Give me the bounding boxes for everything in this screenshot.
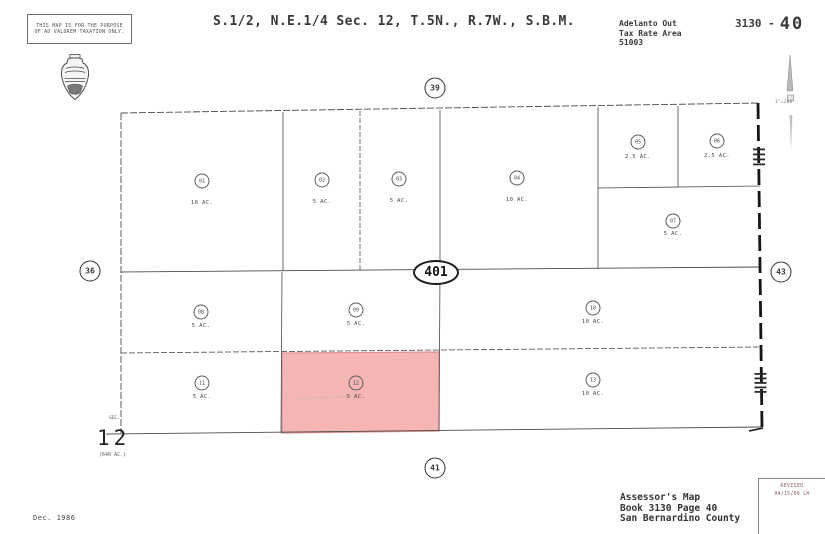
pencil-smudge <box>295 395 354 400</box>
book-page-number: 3130 - 40 <box>735 14 804 34</box>
right-road-foot <box>748 427 764 432</box>
highlighted-parcel-12 <box>281 351 440 434</box>
boundary-bottom <box>105 426 762 435</box>
divider-09-10 <box>438 270 441 432</box>
assessor-line1: Assessor's Map <box>620 492 701 503</box>
tax-rate-area-line2: Tax Rate Area <box>619 28 682 38</box>
boundary-top <box>120 102 760 114</box>
page-number: 40 <box>779 14 805 34</box>
map-date: Dec. 1986 <box>33 514 76 522</box>
scale-label: 1"=200' <box>775 100 796 105</box>
book-number: 3130 - <box>735 17 775 30</box>
disclaimer-line1: THIS MAP IS FOR THE PURPOSE <box>36 22 123 29</box>
assessor-line3: San Bernardino County <box>620 513 741 524</box>
road-tick-marks-upper <box>753 148 765 166</box>
north-arrow-icon <box>781 55 803 155</box>
tax-rate-area-block: Adelanto Out Tax Rate Area 51003 <box>619 19 682 48</box>
disclaimer-box: THIS MAP IS FOR THE PURPOSE OF AD VALORE… <box>27 14 132 44</box>
tax-rate-area-line3: 51003 <box>619 38 644 47</box>
revision-label: REVISED <box>780 483 804 489</box>
divider-0506-07 <box>597 185 761 189</box>
section-number: 12 <box>97 426 131 450</box>
revision-value: 04/15/09 LH <box>774 491 810 497</box>
page-title: S.1/2, N.E.1/4 Sec. 12, T.5N., R.7W., S.… <box>213 14 575 29</box>
county-seal-icon <box>56 52 94 102</box>
row-divider <box>120 346 761 354</box>
highway-401-marker: 401 <box>413 260 459 285</box>
section-acreage: (640 AC.) <box>99 452 127 458</box>
assessor-block: Assessor's Map Book 3130 Page 40 San Ber… <box>620 492 741 525</box>
tax-rate-area-line1: Adelanto Out <box>619 19 677 28</box>
divider-08-09 <box>280 271 283 434</box>
disclaimer-line2: OF AD VALOREM TAXATION ONLY. <box>34 29 125 35</box>
road-tick-marks-lower <box>754 373 767 393</box>
section-prefix: SEC. <box>109 416 120 421</box>
assessor-line2: Book 3130 Page 40 <box>620 502 718 514</box>
revision-box: REVISED 04/15/09 LH <box>758 478 825 534</box>
